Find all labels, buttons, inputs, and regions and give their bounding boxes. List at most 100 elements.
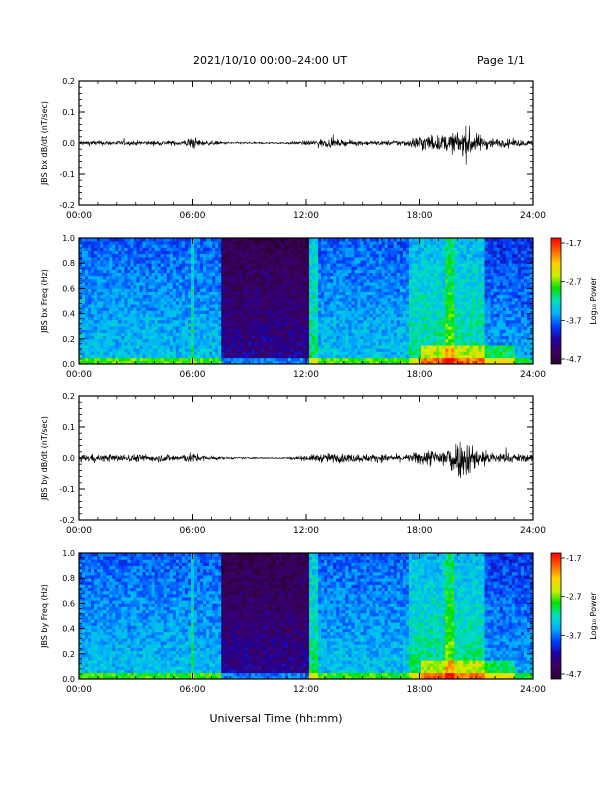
- spectrogram-cell: [388, 282, 391, 286]
- spectrogram-cell: [158, 355, 161, 359]
- spectrogram-cell: [354, 288, 357, 292]
- spectrogram-cell: [300, 336, 303, 340]
- spectrogram-cell: [388, 333, 391, 337]
- spectrogram-cell: [306, 282, 309, 286]
- spectrogram-cell: [140, 241, 143, 245]
- spectrogram-cell: [191, 329, 194, 333]
- spectrogram-cell: [130, 358, 133, 362]
- spectrogram-cell: [282, 326, 285, 330]
- spectrogram-cell: [279, 339, 282, 343]
- spectrogram-cell: [370, 304, 373, 308]
- spectrogram-cell: [354, 323, 357, 327]
- spectrogram-cell: [351, 339, 354, 343]
- spectrogram-cell: [252, 329, 255, 333]
- spectrogram-cell: [197, 251, 200, 255]
- spectrogram-cell: [233, 266, 236, 270]
- spectrogram-cell: [200, 285, 203, 289]
- spectrogram-cell: [179, 320, 182, 324]
- spectrogram-cell: [258, 326, 261, 330]
- spectrogram-cell: [409, 358, 412, 362]
- spectrogram-cell: [318, 314, 321, 318]
- spectrogram-cell: [242, 288, 245, 292]
- spectrogram-cell: [267, 333, 270, 337]
- spectrogram-cell: [239, 336, 242, 340]
- spectrogram-cell: [155, 339, 158, 343]
- spectrogram-cell: [88, 244, 91, 248]
- spectrogram-cell: [88, 282, 91, 286]
- spectrogram-cell: [351, 241, 354, 245]
- spectrogram-cell: [239, 241, 242, 245]
- spectrogram-cell: [140, 355, 143, 359]
- spectrogram-cell: [137, 345, 140, 349]
- spectrogram-cell: [300, 244, 303, 248]
- spectrogram-cell: [170, 301, 173, 305]
- spectrogram-cell: [367, 355, 370, 359]
- spectrogram-cell: [248, 345, 251, 349]
- spectrogram-cell: [215, 279, 218, 283]
- spectrogram-cell: [188, 260, 191, 264]
- spectrogram-cell: [276, 320, 279, 324]
- spectrogram-cell: [339, 288, 342, 292]
- spectrogram-cell: [115, 263, 118, 267]
- spectrogram-cell: [85, 295, 88, 299]
- spectrogram-cell: [245, 329, 248, 333]
- spectrogram-cell: [360, 355, 363, 359]
- spectrogram-cell: [421, 244, 424, 248]
- spectrogram-cell: [221, 326, 224, 330]
- spectrogram-cell: [370, 244, 373, 248]
- spectrogram-cell: [403, 282, 406, 286]
- spectrogram-cell: [197, 304, 200, 308]
- spectrogram-cell: [345, 307, 348, 311]
- spectrogram-cell: [294, 351, 297, 355]
- spectrogram-cell: [82, 317, 85, 321]
- spectrogram-cell: [330, 345, 333, 349]
- spectrogram-cell: [248, 263, 251, 267]
- spectrogram-cell: [312, 247, 315, 251]
- spectrogram-cell: [403, 320, 406, 324]
- spectrogram-cell: [218, 320, 221, 324]
- spectrogram-cell: [306, 279, 309, 283]
- spectrogram-cell: [385, 260, 388, 264]
- spectrogram-cell: [351, 266, 354, 270]
- spectrogram-cell: [354, 348, 357, 352]
- spectrogram-cell: [342, 345, 345, 349]
- spectrogram-cell: [185, 292, 188, 296]
- spectrogram-cell: [173, 351, 176, 355]
- spectrogram-cell: [367, 336, 370, 340]
- spectrogram-cell: [330, 276, 333, 280]
- spectrogram-cell: [233, 336, 236, 340]
- spectrogram-cell: [100, 270, 103, 274]
- spectrogram-cell: [203, 263, 206, 267]
- spectrogram-cell: [112, 323, 115, 327]
- spectrogram-cell: [88, 270, 91, 274]
- spectrogram-cell: [100, 333, 103, 337]
- spectrogram-cell: [221, 270, 224, 274]
- spectrogram-cell: [421, 301, 424, 305]
- spectrogram-cell: [203, 241, 206, 245]
- spectrogram-cell: [100, 254, 103, 258]
- spectrogram-cell: [103, 298, 106, 302]
- spectrogram-cell: [197, 260, 200, 264]
- spectrogram-cell: [127, 317, 130, 321]
- spectrogram-cell: [276, 276, 279, 280]
- spectrogram-cell: [439, 257, 442, 261]
- spectrogram-cell: [100, 323, 103, 327]
- spectrogram-cell: [409, 295, 412, 299]
- spectrogram-cell: [367, 279, 370, 283]
- spectrogram-cell: [376, 358, 379, 362]
- spectrogram-cell: [306, 336, 309, 340]
- spectrogram-cell: [430, 301, 433, 305]
- spectrogram-cell: [348, 342, 351, 346]
- spectrogram-cell: [279, 355, 282, 359]
- spectrogram-cell: [300, 266, 303, 270]
- spectrogram-cell: [288, 292, 291, 296]
- spectrogram-cell: [158, 348, 161, 352]
- spectrogram-cell: [173, 348, 176, 352]
- spectrogram-cell: [164, 282, 167, 286]
- spectrogram-cell: [130, 247, 133, 251]
- spectrogram-cell: [291, 310, 294, 314]
- spectrogram-cell: [267, 254, 270, 258]
- spectrogram-cell: [130, 260, 133, 264]
- spectrogram-cell: [291, 301, 294, 305]
- spectrogram-cell: [252, 282, 255, 286]
